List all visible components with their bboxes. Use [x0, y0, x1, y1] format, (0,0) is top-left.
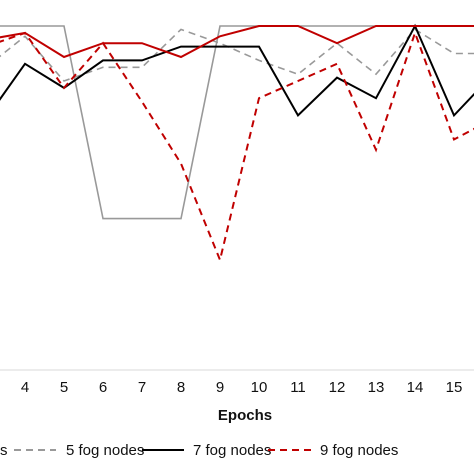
x-tick-label: 8 — [177, 379, 185, 396]
x-tick-label: 10 — [251, 379, 268, 396]
series-line-5 — [0, 25, 474, 59]
legend-label-4: 9 fog nodes — [320, 442, 398, 459]
x-tick-label: 11 — [290, 379, 306, 396]
legend-label-3: 7 fog nodes — [193, 442, 271, 459]
x-tick-label: 7 — [138, 379, 146, 396]
x-tick-label: 15 — [446, 379, 463, 396]
series-layer — [0, 23, 474, 264]
x-axis-label: Epochs — [218, 407, 272, 424]
x-tick-label: 12 — [329, 379, 346, 396]
series-line-4 — [0, 29, 474, 264]
legend: s 5 fog nodes 7 fog nodes 9 fog nodes — [0, 442, 398, 459]
series-line-3 — [0, 23, 474, 118]
x-tick-labels: 345678910111213141516 — [21, 379, 463, 396]
x-tick-label: 6 — [99, 379, 107, 396]
x-tick-label: 9 — [216, 379, 224, 396]
x-tick-label: 13 — [368, 379, 385, 396]
x-tick-label: 14 — [407, 379, 424, 396]
x-tick-label: 4 — [21, 379, 29, 396]
x-tick-label: 5 — [60, 379, 68, 396]
legend-label-2: 5 fog nodes — [66, 442, 144, 459]
legend-label-1: s — [0, 442, 8, 459]
